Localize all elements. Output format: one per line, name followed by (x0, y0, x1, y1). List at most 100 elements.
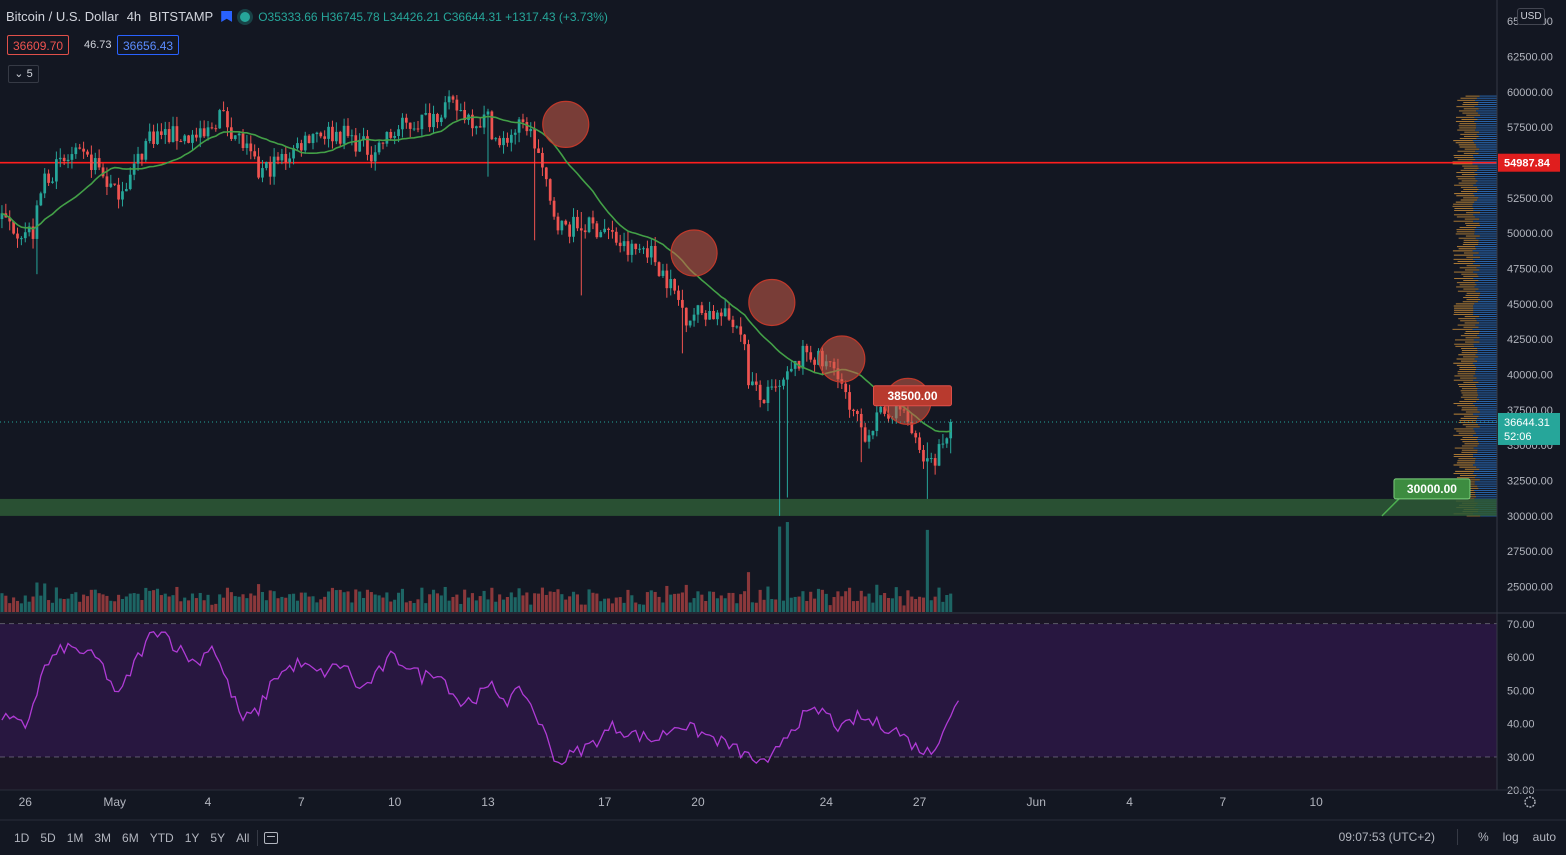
timeframe-button-all[interactable]: All (236, 830, 250, 845)
volume-bar (820, 589, 824, 612)
candle-body (922, 449, 925, 462)
volume-bar (132, 593, 136, 612)
currency-button[interactable]: USD (1517, 8, 1545, 25)
timeframe-button-5d[interactable]: 5D (40, 830, 56, 845)
candle-body (404, 117, 408, 123)
volume-bar (245, 598, 249, 612)
volume-bar (490, 587, 494, 612)
volume-bar (396, 592, 401, 612)
candle-body (618, 242, 622, 247)
candle-body (856, 410, 859, 414)
candle-body (389, 132, 393, 138)
volume-bar (97, 593, 101, 612)
volume-bar (929, 600, 933, 612)
volume-bar (762, 599, 766, 612)
volume-bar (766, 586, 770, 612)
candle-body (362, 136, 365, 140)
candle-body (751, 381, 754, 386)
price-tick-label: 42500.00 (1507, 334, 1553, 346)
rsi-band-fill (0, 623, 1497, 757)
candle-body (614, 231, 618, 243)
volume-bar (8, 603, 12, 612)
volume-bar (144, 587, 148, 612)
symbol-name[interactable]: Bitcoin / U.S. Dollar (6, 9, 119, 24)
volume-bar (222, 597, 226, 612)
candle-body (525, 121, 529, 132)
volume-bar (148, 590, 152, 612)
candle-body (23, 232, 27, 239)
candle-body (945, 438, 949, 444)
timeframe-button-1y[interactable]: 1Y (184, 830, 200, 845)
timeframe-button-ytd[interactable]: YTD (149, 830, 174, 845)
volume-bar (785, 522, 789, 612)
volume-bar (517, 588, 521, 612)
timeframe-button-5y[interactable]: 5Y (210, 830, 226, 845)
candle-body (486, 111, 490, 115)
volume-bar (365, 589, 370, 612)
candle-body (583, 230, 587, 233)
volume-bar (264, 600, 268, 612)
volume-bar (855, 600, 859, 612)
candle-body (941, 443, 945, 445)
candle-body (191, 134, 194, 143)
timeframe-button-6m[interactable]: 6M (122, 830, 139, 845)
candle-body (463, 109, 467, 121)
calendar-range-icon[interactable] (264, 831, 279, 844)
percent-toggle[interactable]: % (1477, 830, 1489, 844)
volume-bar (568, 596, 572, 612)
candle-body (233, 135, 237, 139)
candle-body (471, 114, 474, 129)
candle-body (544, 167, 548, 180)
timeframe-button-1m[interactable]: 1M (66, 830, 84, 845)
volume-bar (556, 589, 560, 612)
volume-bar (673, 593, 677, 612)
volume-bar (925, 529, 929, 612)
volume-bar (708, 591, 712, 612)
candle-body (681, 299, 684, 308)
gear-icon[interactable] (1524, 796, 1536, 808)
candle-body (167, 129, 171, 143)
volume-bar (575, 594, 579, 612)
timeframe-button-1d[interactable]: 1D (14, 830, 30, 845)
buy-price-button[interactable]: 36656.43 (117, 35, 180, 55)
auto-toggle[interactable]: auto (1532, 830, 1556, 844)
candle-body (432, 113, 435, 128)
volume-bar (105, 595, 109, 612)
log-toggle[interactable]: log (1502, 830, 1519, 844)
candle-body (245, 143, 249, 149)
volume-bar (513, 597, 517, 612)
divider (257, 829, 259, 846)
candle-body (397, 129, 400, 136)
volume-bar (883, 592, 887, 612)
candle-body (218, 110, 222, 129)
clock-readout[interactable]: 09:07:53 (UTC+2) (1338, 830, 1435, 844)
volume-bar (599, 601, 603, 612)
volume-bar (533, 593, 537, 612)
candle-body (747, 344, 750, 386)
time-tick-label: 4 (1126, 795, 1133, 809)
volume-bar (879, 595, 883, 612)
candle-body (626, 241, 630, 255)
volume-bar (233, 596, 237, 612)
rsi-tick-label: 40.00 (1507, 719, 1535, 731)
flag-icon[interactable] (221, 11, 233, 22)
candle-body (937, 444, 941, 466)
candle-body (27, 226, 31, 233)
indicators-toggle[interactable]: ⌄ 5 (8, 65, 39, 83)
candle-body (12, 221, 15, 234)
indicator-count: 5 (26, 68, 33, 80)
interval-label[interactable]: 4h (126, 9, 142, 24)
timeframe-button-3m[interactable]: 3M (94, 830, 112, 845)
candle-body (723, 308, 727, 317)
candle-body (712, 310, 715, 320)
candle-body (128, 174, 132, 190)
candle-body (268, 162, 272, 177)
volume-bar (867, 593, 871, 612)
sell-price-button[interactable]: 36609.70 (7, 35, 70, 55)
candle-body (579, 228, 583, 231)
candle-body (55, 159, 58, 182)
volume-bar (330, 587, 335, 612)
moving-average-line (1, 115, 951, 433)
candle-body (82, 148, 85, 152)
